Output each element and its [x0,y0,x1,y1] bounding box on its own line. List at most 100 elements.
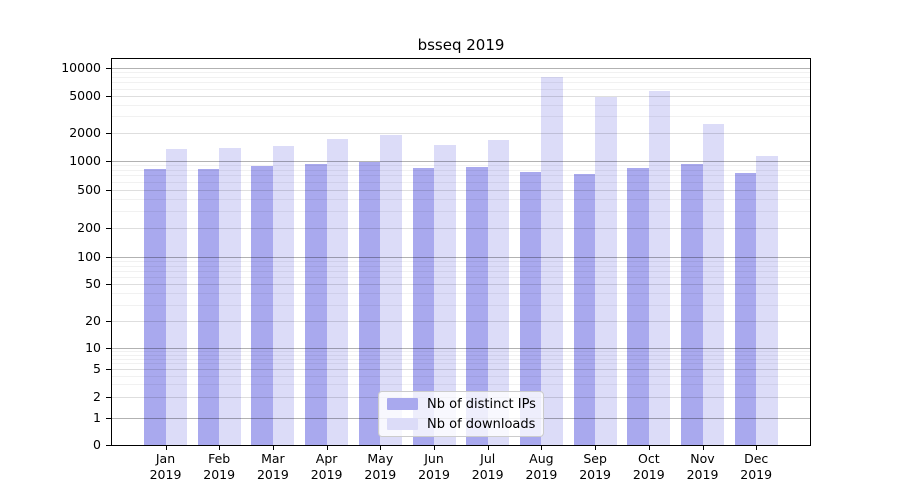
bar-downloads-jan [165,149,187,445]
chart-title: bsseq 2019 [417,36,505,54]
y-tick-label-2: 2 [93,388,101,404]
x-tick-mark [219,445,221,450]
y-tick-label-2000: 2000 [69,124,101,140]
gridline-50 [112,284,810,286]
legend: Nb of distinct IPs Nb of downloads [378,391,544,437]
gridline-minor [112,72,810,74]
y-tick-label-200: 200 [77,219,101,235]
x-tick-label-aug: Aug 2019 [525,451,558,482]
y-tick-mark [106,284,111,286]
bar-ips-jun [412,167,434,445]
gridline-minor [112,76,810,78]
gridline-minor [112,198,810,200]
y-tick-mark [106,445,111,446]
bar-downloads-feb [219,147,241,445]
bar-ips-mar [251,166,273,445]
y-tick-label-10000: 10000 [61,60,101,75]
bar-downloads-jul [487,139,510,445]
x-tick-mark [648,445,650,450]
gridline-minor [112,354,810,356]
x-tick-label-feb: Feb 2019 [203,451,236,482]
bar-ips-jul [466,167,488,445]
y-tick-mark [106,160,111,162]
legend-label-downloads: Nb of downloads [427,416,536,432]
x-tick-label-sep: Sep 2019 [579,451,611,482]
gridline-minor [112,293,810,295]
bar-downloads-mar [272,145,295,445]
x-tick-mark [595,445,597,450]
bar-ips-sep [573,173,596,445]
gridline-minor [112,277,810,279]
legend-row-distinct-ips: Nb of distinct IPs [387,396,536,413]
x-tick-mark [165,445,167,450]
gridline-2000 [112,132,810,134]
bar-downloads-nov [702,124,724,445]
x-tick-mark [541,445,543,450]
y-tick-label-1: 1 [93,409,101,425]
x-tick-mark [702,445,704,450]
y-tick-label-50: 50 [85,276,101,292]
x-tick-mark [756,445,758,450]
gridline-10000 [112,68,810,69]
bar-downloads-sep [595,96,617,445]
gridline-minor [112,358,810,360]
legend-label-distinct-ips: Nb of distinct IPs [427,396,536,412]
bar-downloads-aug [541,77,563,445]
gridline-minor [112,384,810,386]
gridline-minor [112,265,810,267]
y-tick-mark [106,396,111,398]
gridline-200 [112,227,810,229]
y-tick-mark [106,348,111,349]
gridline-minor [112,104,810,106]
legend-swatch-downloads [387,418,418,430]
y-tick-mark [106,257,111,258]
y-tick-label-10: 10 [85,340,101,355]
x-tick-label-dec: Dec 2019 [740,451,773,482]
gridline-1000 [112,160,810,162]
gridline-minor [112,116,810,118]
x-tick-mark [487,445,489,450]
bar-ips-dec [734,172,757,445]
gridline-minor [112,363,810,365]
x-tick-label-jun: Jun 2019 [418,451,450,482]
gridline-minor [112,210,810,212]
gridline-minor [112,304,810,306]
gridline-minor [112,181,810,183]
bar-ips-apr [305,163,327,445]
gridline-10 [112,348,810,349]
y-tick-mark [106,189,111,191]
gridline-minor [112,271,810,273]
x-tick-label-oct: Oct 2019 [632,451,665,482]
legend-row-downloads: Nb of downloads [387,416,535,433]
x-tick-mark [272,445,274,450]
x-tick-label-jul: Jul 2019 [471,451,504,482]
y-tick-label-100: 100 [77,249,101,264]
y-tick-mark [106,227,111,229]
y-tick-label-500: 500 [77,181,101,197]
bar-downloads-jun [434,145,456,445]
bar-ips-aug [519,172,542,445]
plot-area: Nb of distinct IPs Nb of downloads [111,58,811,446]
bar-ips-feb [197,169,220,445]
x-tick-label-mar: Mar 2019 [256,451,289,482]
y-tick-label-0: 0 [93,437,101,452]
y-tick-mark [106,320,111,322]
y-tick-label-20: 20 [85,312,101,328]
y-tick-label-5: 5 [93,360,101,376]
x-tick-mark [434,445,435,450]
gridline-5 [112,368,810,370]
y-tick-label-5000: 5000 [69,87,101,103]
gridline-minor [112,164,810,166]
gridline-minor [112,88,810,90]
gridline-minor [112,375,810,377]
x-tick-mark [380,445,382,450]
x-tick-label-may: May 2019 [364,451,397,482]
x-tick-mark [326,445,328,450]
y-tick-label-1000: 1000 [69,152,101,168]
y-tick-mark [106,417,111,419]
bar-ips-jan [144,169,166,445]
bar-downloads-dec [756,155,778,445]
bar-downloads-may [380,134,402,445]
x-tick-label-jan: Jan 2019 [149,451,182,482]
